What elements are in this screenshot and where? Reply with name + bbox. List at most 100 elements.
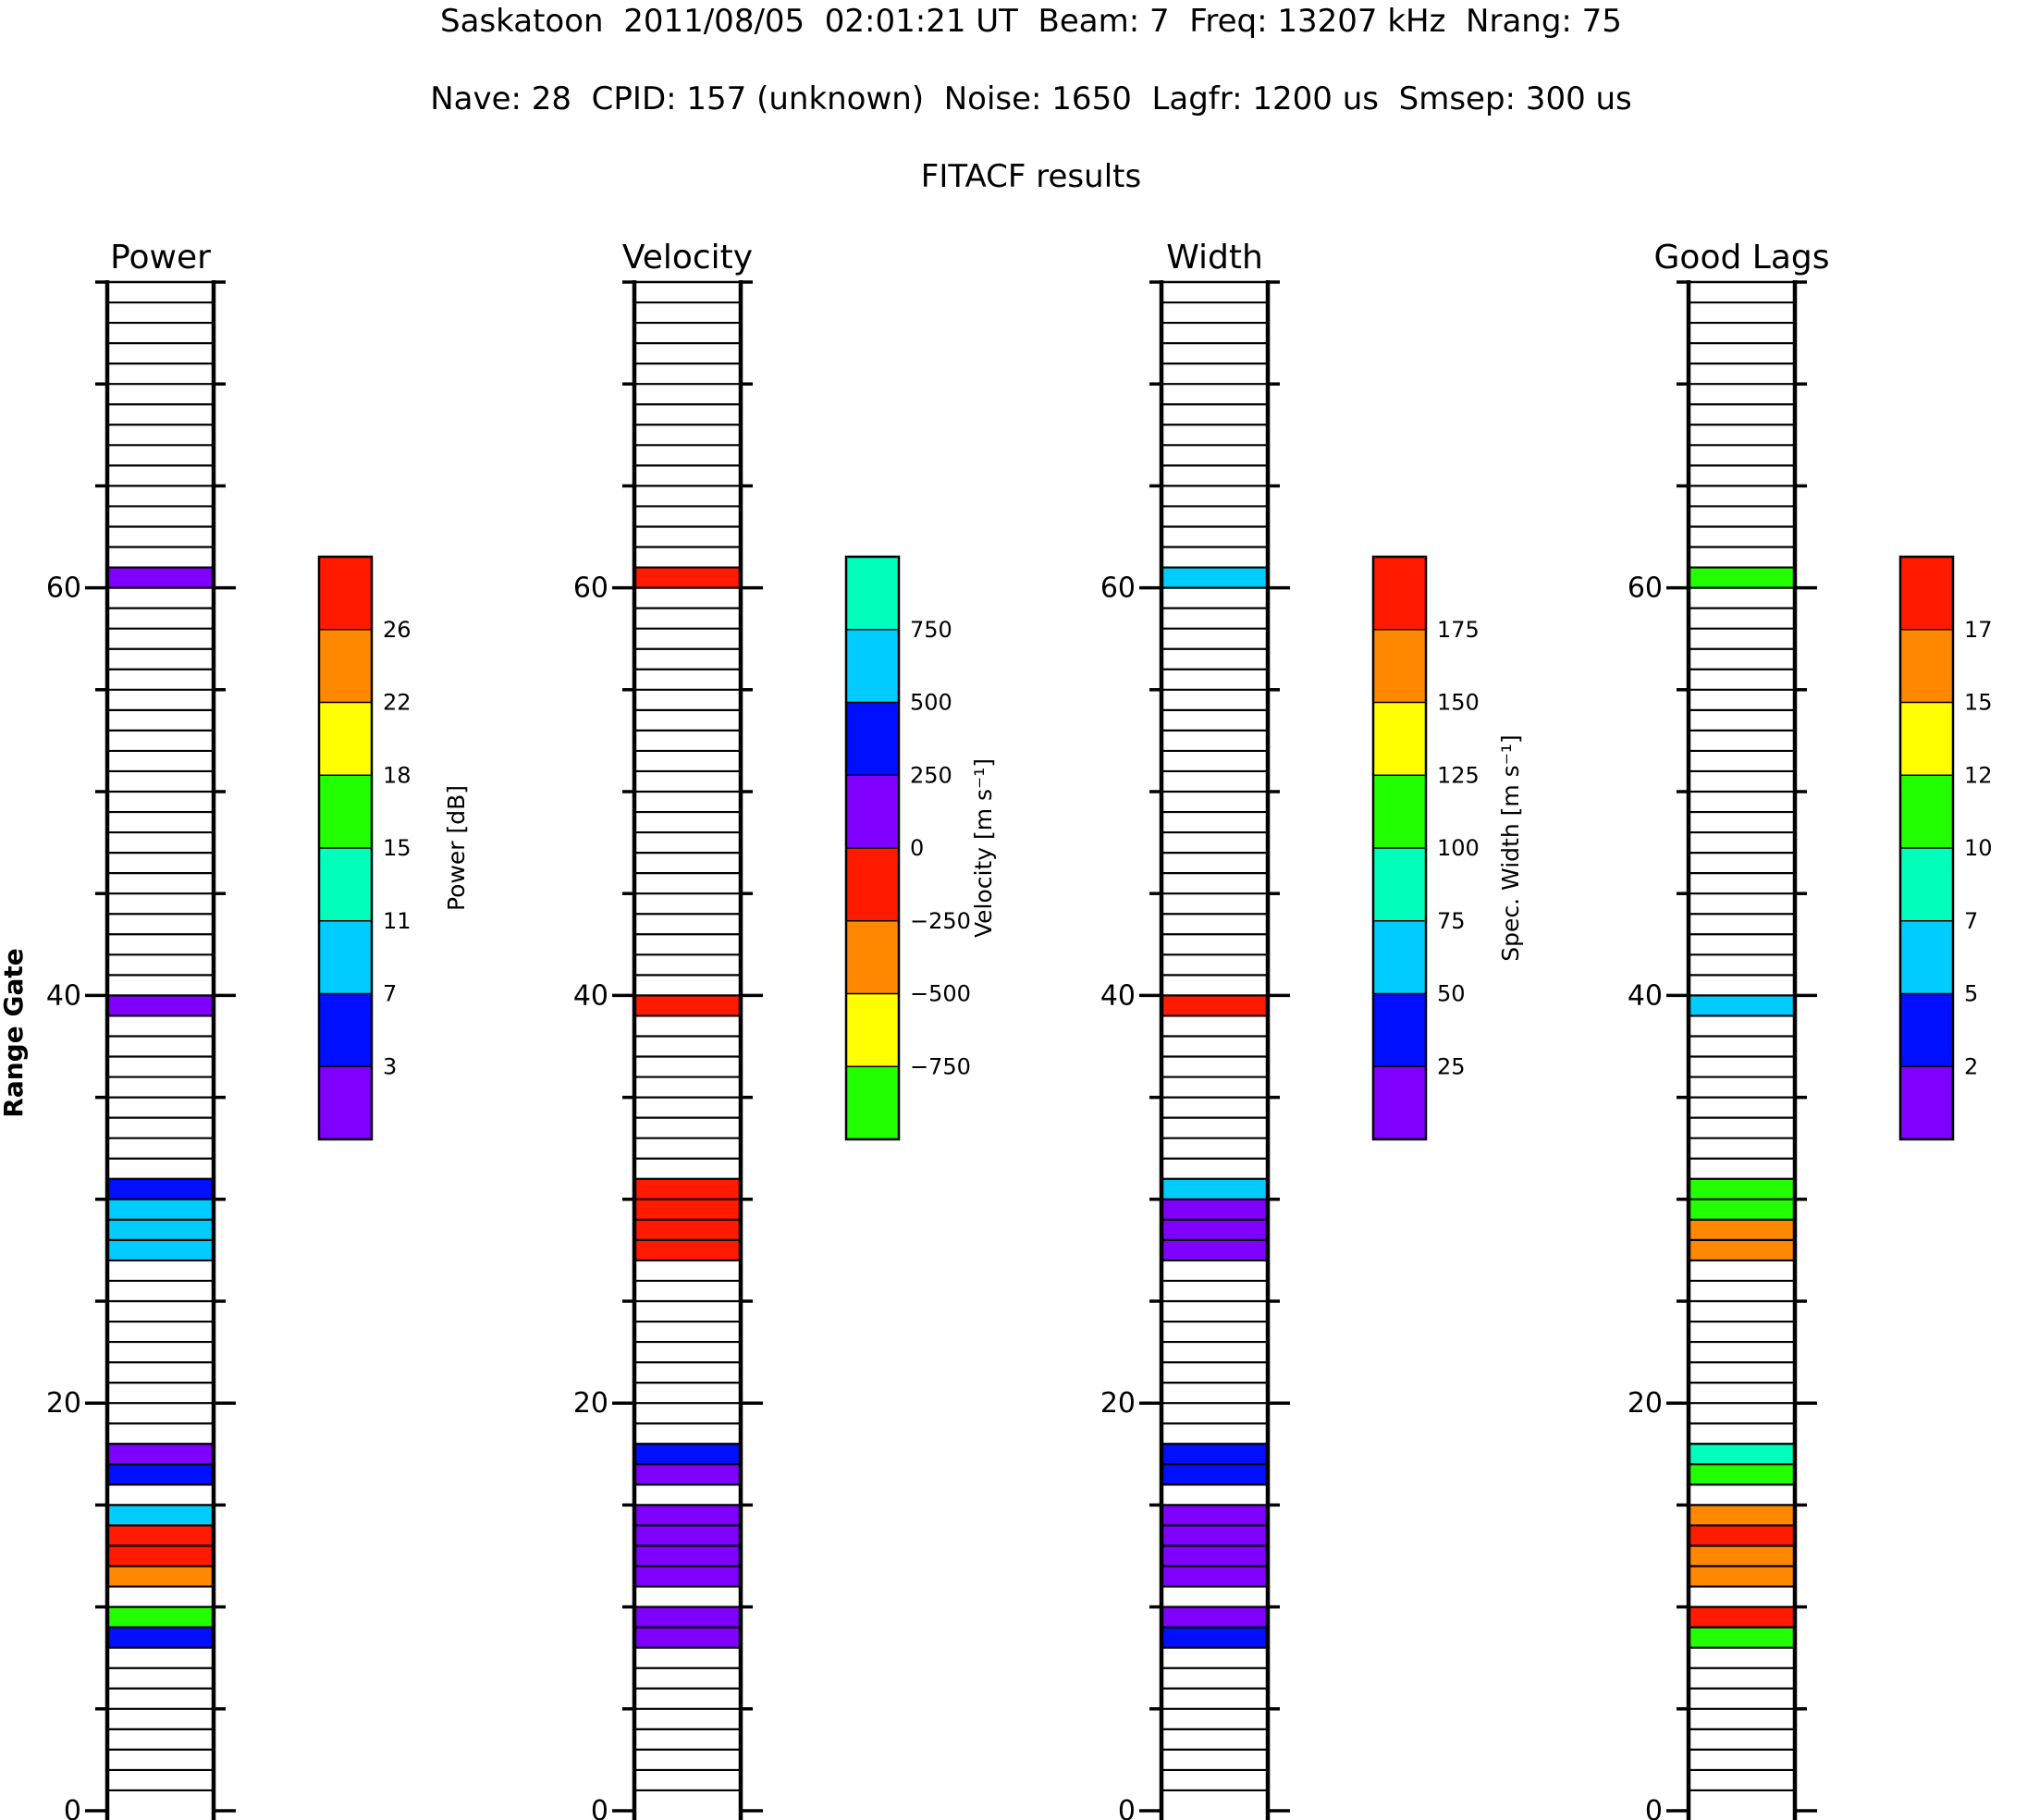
cell-width-gate-12: [1161, 1545, 1268, 1567]
cell-width-gate-13: [1161, 1525, 1268, 1546]
colorbar-label-good-lags: 10: [1964, 835, 1993, 861]
cell-power-gate-14: [107, 1505, 214, 1526]
colorbar-segment-good-lags: [1900, 775, 1953, 848]
colorbar-label-power: 18: [383, 762, 412, 788]
colorbar-label-width: 100: [1437, 835, 1480, 861]
colorbar-title-power: Power [dB]: [443, 785, 470, 911]
cell-power-gate-9: [107, 1606, 214, 1628]
colorbar-segment-width: [1373, 629, 1426, 703]
colorbar-label-velocity: 500: [910, 690, 952, 716]
ytick-label: 0: [64, 1795, 81, 1820]
y-axis-label: Range Gate: [0, 948, 29, 1117]
colorbar-velocity: [844, 555, 901, 1141]
ytick-label: 40: [1100, 979, 1136, 1012]
colorbar-segment-power: [319, 848, 372, 921]
cell-width-gate-16: [1161, 1464, 1268, 1485]
colorbar-label-velocity: −500: [910, 981, 971, 1007]
cell-velocity-gate-14: [634, 1505, 741, 1526]
header-line-2: Nave: 28 CPID: 157 (unknown) Noise: 1650…: [430, 80, 1632, 117]
ytick-label: 0: [591, 1795, 608, 1820]
cell-velocity-gate-13: [634, 1525, 741, 1546]
cell-power-gate-17: [107, 1444, 214, 1465]
colorbar-segment-width: [1373, 557, 1426, 630]
cell-good-lags-gate-13: [1689, 1525, 1795, 1546]
ytick-label: 0: [1118, 1795, 1136, 1820]
colorbar-segment-velocity: [846, 848, 899, 921]
colorbar-label-width: 150: [1437, 690, 1480, 716]
panel-title-velocity: Velocity: [622, 239, 753, 277]
cell-velocity-gate-11: [634, 1566, 741, 1587]
colorbar-label-power: 22: [383, 690, 412, 716]
cell-good-lags-gate-30: [1689, 1178, 1795, 1199]
colorbar-label-power: 11: [383, 908, 412, 934]
ytick-label: 40: [1628, 979, 1663, 1012]
colorbar-segment-velocity: [846, 993, 899, 1067]
colorbar-label-width: 50: [1437, 981, 1466, 1007]
cell-power-gate-13: [107, 1525, 214, 1546]
cell-good-lags-gate-17: [1689, 1444, 1795, 1465]
cell-velocity-gate-28: [634, 1219, 741, 1240]
colorbar-label-width: 75: [1437, 908, 1466, 934]
colorbar-label-velocity: 250: [910, 762, 952, 788]
colorbar-title-width: Spec. Width [m s⁻¹]: [1497, 734, 1524, 961]
colorbar-segment-power: [319, 993, 372, 1067]
cell-velocity-gate-8: [634, 1627, 741, 1648]
colorbar-segment-velocity: [846, 702, 899, 776]
colorbar-segment-power: [319, 557, 372, 630]
colorbar-segment-velocity: [846, 1066, 899, 1139]
ytick-label: 0: [1645, 1795, 1663, 1820]
cell-width-gate-8: [1161, 1627, 1268, 1648]
colorbar-label-power: 3: [383, 1053, 397, 1079]
cell-good-lags-gate-39: [1689, 995, 1795, 1016]
cell-width-gate-60: [1161, 567, 1268, 588]
cell-velocity-gate-27: [634, 1239, 741, 1260]
colorbar-segment-good-lags: [1900, 629, 1953, 703]
colorbar-segment-velocity: [846, 775, 899, 848]
colorbar-segment-width: [1373, 702, 1426, 776]
cell-velocity-gate-12: [634, 1545, 741, 1567]
colorbar-label-velocity: 0: [910, 835, 924, 861]
header-line-1: Saskatoon 2011/08/05 02:01:21 UT Beam: 7…: [440, 3, 1622, 40]
colorbar-good-lags: [1898, 555, 1955, 1141]
cell-good-lags-gate-28: [1689, 1219, 1795, 1240]
ytick-label: 60: [573, 572, 608, 605]
cell-power-gate-27: [107, 1239, 214, 1260]
ytick-label: 60: [1100, 572, 1136, 605]
panel-title-power: Power: [110, 239, 211, 277]
cell-width-gate-28: [1161, 1219, 1268, 1240]
colorbar-segment-power: [319, 702, 372, 776]
colorbar-width: [1371, 555, 1428, 1141]
colorbar-label-velocity: 750: [910, 617, 952, 643]
cell-good-lags-gate-8: [1689, 1627, 1795, 1648]
colorbar-title-velocity: Velocity [m s⁻¹]: [970, 758, 997, 938]
ytick-label: 40: [46, 979, 81, 1012]
colorbar-segment-width: [1373, 1066, 1426, 1139]
cell-power-gate-60: [107, 567, 214, 588]
colorbar-segment-good-lags: [1900, 557, 1953, 630]
cell-good-lags-gate-29: [1689, 1199, 1795, 1220]
colorbar-segment-velocity: [846, 920, 899, 994]
header-line-3: FITACF results: [920, 158, 1142, 195]
cell-velocity-gate-30: [634, 1178, 741, 1199]
ytick-label: 60: [46, 572, 81, 605]
colorbar-segment-width: [1373, 920, 1426, 994]
cell-velocity-gate-39: [634, 995, 741, 1016]
colorbar-label-good-lags: 5: [1964, 981, 1978, 1007]
cell-velocity-gate-16: [634, 1464, 741, 1485]
colorbar-segment-width: [1373, 848, 1426, 921]
panel-title-good-lags: Good Lags: [1654, 239, 1830, 277]
colorbar-label-width: 25: [1437, 1053, 1466, 1079]
colorbar-label-power: 26: [383, 617, 412, 643]
colorbar-label-width: 175: [1437, 617, 1480, 643]
cell-power-gate-12: [107, 1545, 214, 1567]
colorbar-title-good-lags: Good Lags [#]: [2024, 765, 2027, 931]
cell-power-gate-8: [107, 1627, 214, 1648]
cell-power-gate-29: [107, 1199, 214, 1220]
cell-good-lags-gate-14: [1689, 1505, 1795, 1526]
colorbar-segment-velocity: [846, 557, 899, 630]
colorbar-label-velocity: −750: [910, 1053, 971, 1079]
colorbar-label-power: 15: [383, 835, 412, 861]
cell-velocity-gate-17: [634, 1444, 741, 1465]
cell-power-gate-28: [107, 1219, 214, 1240]
